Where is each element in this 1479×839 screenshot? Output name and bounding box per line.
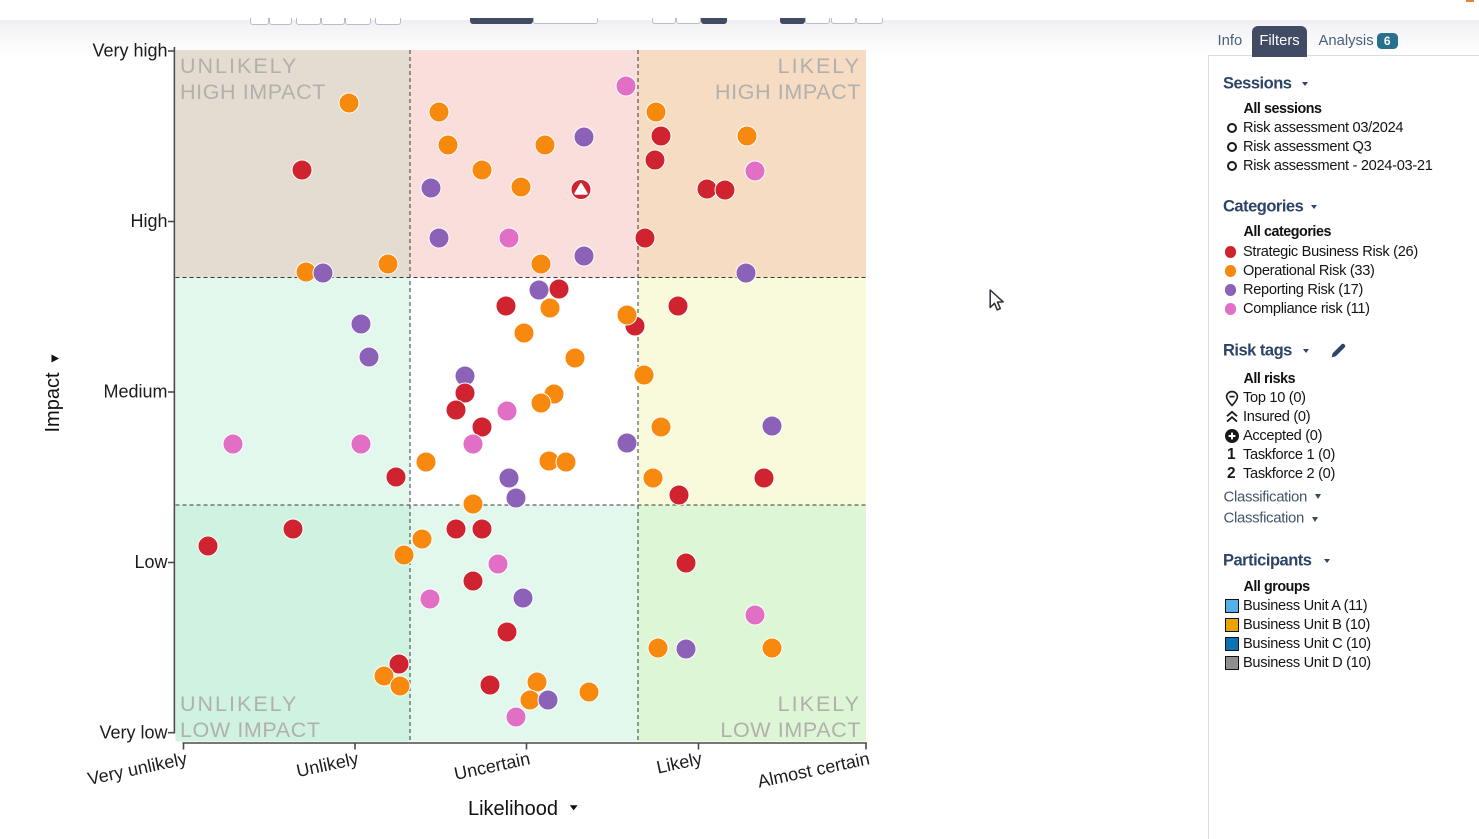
svg-text:LOW IMPACT: LOW IMPACT	[720, 718, 861, 742]
svg-text:Very high: Very high	[92, 41, 167, 61]
svg-text:UNLIKELY: UNLIKELY	[180, 54, 298, 78]
svg-text:Likelihood: Likelihood	[468, 798, 558, 820]
svg-text:Unlikely: Unlikely	[295, 748, 361, 781]
svg-text:Uncertain: Uncertain	[452, 748, 532, 784]
svg-text:Low: Low	[134, 552, 168, 572]
svg-text:Almost certain: Almost certain	[756, 748, 872, 791]
svg-text:Likely: Likely	[655, 748, 704, 777]
svg-text:Very low: Very low	[99, 722, 168, 742]
svg-text:LIKELY: LIKELY	[778, 692, 861, 716]
svg-text:Medium: Medium	[103, 382, 167, 402]
svg-text:LOW IMPACT: LOW IMPACT	[180, 718, 321, 742]
svg-text:Impact: Impact	[42, 372, 64, 432]
svg-text:High: High	[130, 211, 167, 231]
svg-text:LIKELY: LIKELY	[778, 54, 861, 78]
svg-text:UNLIKELY: UNLIKELY	[180, 692, 298, 716]
svg-text:Very unlikely: Very unlikely	[86, 748, 189, 789]
svg-text:HIGH IMPACT: HIGH IMPACT	[715, 80, 861, 104]
svg-text:HIGH IMPACT: HIGH IMPACT	[180, 80, 326, 104]
